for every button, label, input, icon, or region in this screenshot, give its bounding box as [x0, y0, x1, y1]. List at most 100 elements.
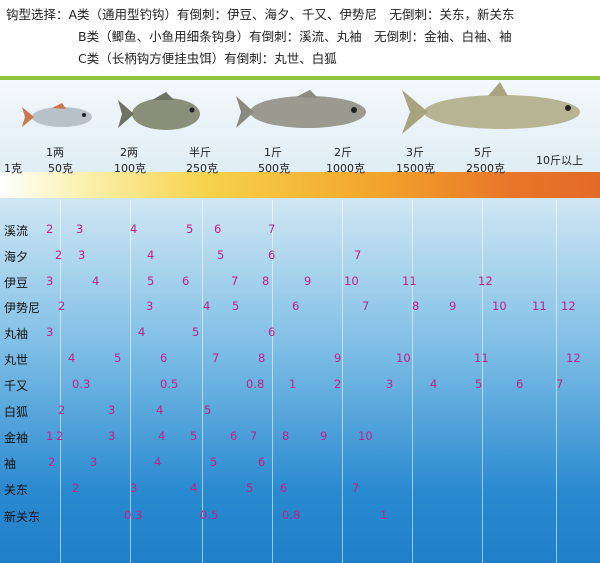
hook-size-value: 10	[492, 299, 507, 313]
hook-size-value: 2	[48, 455, 56, 469]
weight-label: 2500克	[466, 162, 505, 175]
hook-size-value: 5	[475, 377, 483, 391]
hook-size-value: 5	[114, 351, 122, 365]
hook-size-value: 6	[516, 377, 524, 391]
hook-size-value: 7	[354, 248, 362, 262]
hook-size-value: 9	[304, 274, 312, 288]
weight-label: 1000克	[326, 162, 365, 175]
grid-line	[60, 200, 61, 563]
hook-size-value: 12	[478, 274, 493, 288]
hook-size-value: 0.8	[282, 508, 301, 522]
hook-size-value: 3	[78, 248, 86, 262]
weight-label: 1500克	[396, 162, 435, 175]
hook-size-value: 6	[214, 222, 222, 236]
hook-size-value: 3	[46, 274, 54, 288]
hook-size-value: 7	[556, 377, 564, 391]
hook-size-value: 9	[449, 299, 457, 313]
hook-size-value: 4	[430, 377, 438, 391]
grid-line	[202, 200, 203, 563]
hook-size-value: 8	[262, 274, 270, 288]
hook-size-value: 5	[147, 274, 155, 288]
weight-label: 5斤	[474, 146, 492, 159]
hook-size-value: 4	[92, 274, 100, 288]
weight-label: 1克	[4, 162, 22, 175]
weight-label: 3斤	[406, 146, 424, 159]
hook-type-label: 溪流	[4, 224, 29, 238]
hook-size-value: 6	[160, 351, 168, 365]
hook-size-value: 2	[58, 403, 66, 417]
hook-size-value: 4	[154, 455, 162, 469]
hook-type-label: 伊豆	[4, 276, 29, 290]
hook-size-value: 5	[192, 325, 200, 339]
hook-size-value: 5	[204, 403, 212, 417]
hook-type-label: 白狐	[4, 405, 29, 419]
hook-size-value: 5	[190, 429, 198, 443]
hook-size-value: 2	[58, 299, 66, 313]
hook-type-label: 海夕	[4, 250, 29, 264]
hook-type-label: 袖	[4, 457, 17, 471]
weight-label: 2两	[120, 146, 138, 159]
hook-size-value: 7	[352, 481, 360, 495]
hook-type-label: 新关东	[4, 510, 41, 524]
hook-size-value: 6	[268, 248, 276, 262]
hook-size-value: 6	[230, 429, 238, 443]
hook-type-label: 丸世	[4, 353, 29, 367]
header-line-b: B类（鲫鱼、小鱼用细条钩身）有倒刺：溪流、丸袖 无倒刺：金袖、白袖、袖	[78, 29, 512, 44]
weight-label: 500克	[258, 162, 290, 175]
hook-size-value: 3	[386, 377, 394, 391]
hook-size-value: 0.3	[124, 508, 143, 522]
hook-size-value: 2	[46, 222, 54, 236]
hook-selection-header: 钩型选择：A类（通用型钓钩）有倒刺：伊豆、海夕、千又、伊势尼 无倒刺：关东，新关…	[0, 0, 600, 80]
small-fish-icon	[22, 103, 92, 127]
hook-size-value: 5	[186, 222, 194, 236]
hook-size-value: 2	[56, 429, 64, 443]
hook-size-value: 3	[130, 481, 138, 495]
hook-size-value: 0.3	[72, 377, 91, 391]
hook-size-value: 6	[292, 299, 300, 313]
header-line-c: C类（长柄钩方便挂虫饵）有倒刺：丸世、白狐	[78, 51, 337, 66]
hook-size-value: 7	[250, 429, 258, 443]
hook-size-value: 8	[412, 299, 420, 313]
hook-size-value: 9	[320, 429, 328, 443]
hook-size-value: 4	[147, 248, 155, 262]
hook-size-value: 5	[217, 248, 225, 262]
grid-line	[342, 200, 343, 563]
carp-fish-icon	[236, 90, 366, 128]
hook-size-value: 7	[268, 222, 276, 236]
hook-size-value: 12	[561, 299, 576, 313]
weight-label: 10斤以上	[536, 154, 583, 167]
grass-carp-fish-icon	[402, 82, 580, 134]
hook-size-value: 10	[396, 351, 411, 365]
hook-size-value: 8	[282, 429, 290, 443]
hook-size-value: 10	[344, 274, 359, 288]
hook-type-label: 伊势尼	[4, 301, 41, 315]
hook-size-value: 6	[280, 481, 288, 495]
hook-size-value: 11	[474, 351, 489, 365]
crucian-fish-icon	[118, 92, 200, 130]
hook-size-value: 1	[289, 377, 297, 391]
hook-size-value: 5	[210, 455, 218, 469]
hook-size-value: 3	[146, 299, 154, 313]
weight-scale-bar	[0, 172, 600, 198]
hook-size-value: 4	[130, 222, 138, 236]
hook-size-value: 2	[55, 248, 63, 262]
hook-size-value: 4	[190, 481, 198, 495]
header-line-a: 钩型选择：A类（通用型钓钩）有倒刺：伊豆、海夕、千又、伊势尼 无倒刺：关东，新关…	[6, 7, 515, 22]
hook-size-value: 2	[334, 377, 342, 391]
grid-line	[482, 200, 483, 563]
hook-size-value: 11	[402, 274, 417, 288]
hook-size-value: 4	[156, 403, 164, 417]
weight-label: 250克	[186, 162, 218, 175]
hook-size-value: 3	[90, 455, 98, 469]
hook-type-label: 关东	[4, 483, 29, 497]
hook-size-value: 2	[72, 481, 80, 495]
hook-size-value: 3	[46, 325, 54, 339]
hook-size-value: 1	[380, 508, 388, 522]
weight-label: 半斤	[189, 146, 211, 159]
hook-size-value: 5	[246, 481, 254, 495]
hook-size-value: 3	[108, 403, 116, 417]
hook-size-value: 1	[46, 429, 54, 443]
hook-size-value: 6	[182, 274, 190, 288]
grid-line	[412, 200, 413, 563]
hook-size-value: 4	[68, 351, 76, 365]
